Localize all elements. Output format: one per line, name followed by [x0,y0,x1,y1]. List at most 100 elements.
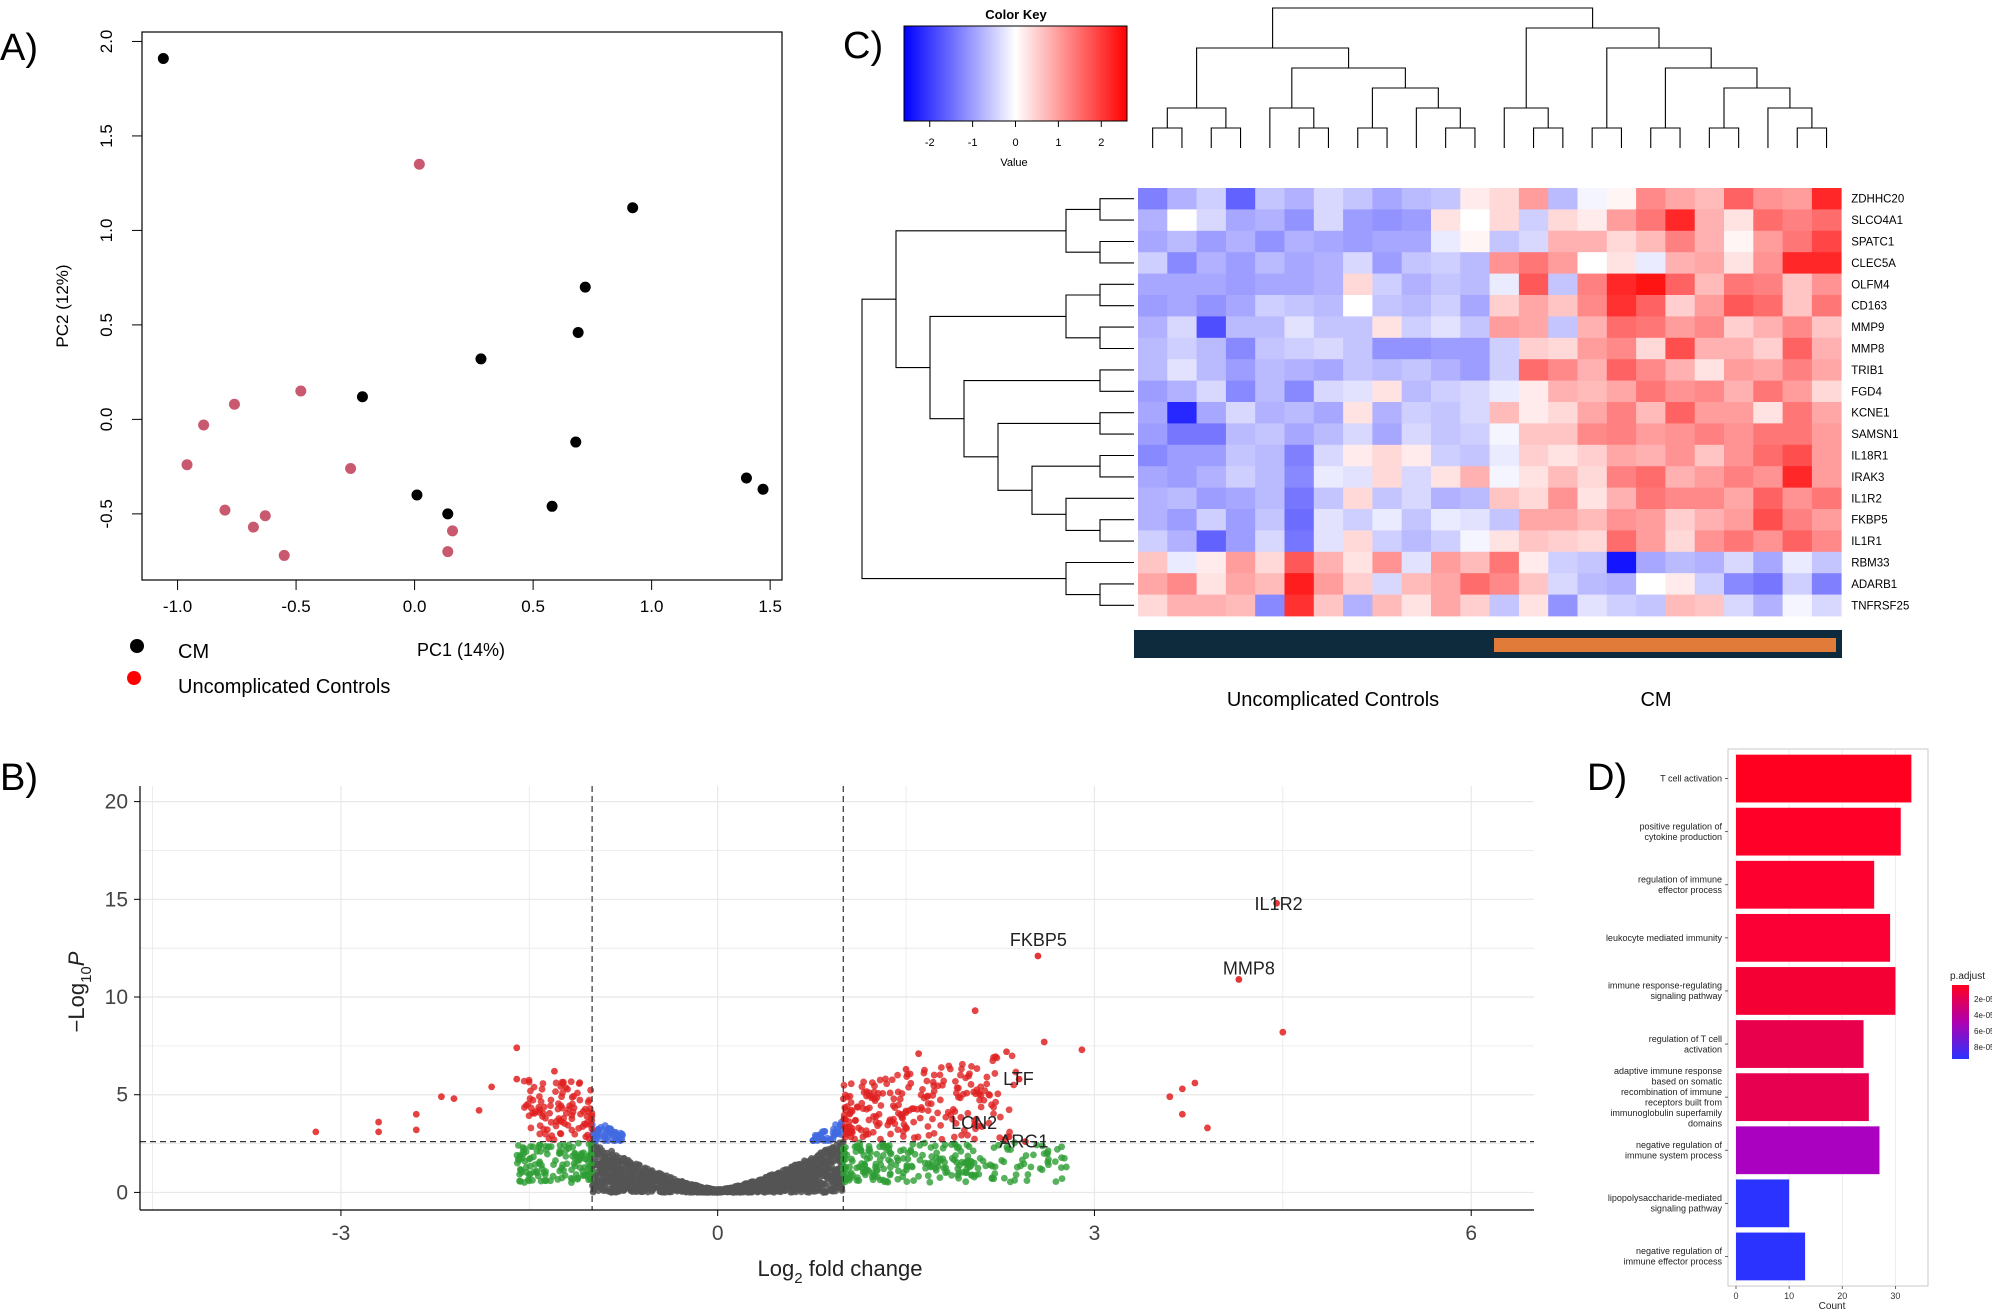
heatmap-cell [1255,509,1285,531]
panel-d-xlabel: Count [1819,1301,1846,1311]
volcano-point [990,1144,998,1152]
heatmap-cell [1313,402,1344,424]
volcano-point [1040,1038,1048,1046]
volcano-point [1058,1175,1066,1183]
heatmap-cell [1401,337,1432,360]
heatmap-cell [1343,188,1373,210]
volcano-point [1008,1052,1016,1060]
heatmap-cell [1343,509,1373,531]
heatmap-row-label: SLCO4A1 [1851,215,1903,227]
volcano-point [937,1064,945,1071]
heatmap-cell [1724,444,1754,467]
panel-d-x-tick-label: 0 [1733,1291,1738,1301]
volcano-point [847,1099,855,1106]
volcano-point [547,1096,555,1104]
heatmap-cell [1255,530,1285,553]
volcano-point [679,1184,686,1192]
volcano-point [438,1093,445,1101]
heatmap-cell [1518,337,1549,360]
heatmap-cell [1577,230,1608,253]
heatmap-cell [1753,444,1783,467]
volcano-point [1005,1106,1013,1114]
heatmap-cell [1313,188,1344,210]
point-cm [546,500,558,512]
heatmap-cell [1372,359,1403,381]
heatmap-cell [1401,273,1432,296]
heatmap-cell [1284,188,1315,210]
heatmap-cell [1577,316,1608,339]
point-uncomplicated-control [413,158,425,170]
volcano-point [529,1096,537,1104]
volcano-point [991,1163,999,1171]
heatmap-cell [1138,273,1168,296]
heatmap-cell [1401,295,1432,317]
volcano-point [552,1088,559,1095]
volcano-point [894,1157,902,1164]
volcano-point [312,1128,320,1136]
panel-a-xlabel: PC1 (14%) [417,640,505,660]
panel-d-category-label: negative regulation of immune effector pr… [1624,1246,1723,1267]
volcano-point [1052,1178,1060,1186]
heatmap-cell [1372,466,1403,488]
volcano-point [983,1080,991,1088]
heatmap-cell [1196,530,1227,553]
volcano-point [535,1093,543,1100]
heatmap-cell [1724,594,1754,617]
panel-a-y-axis: -0.5 0.0 0.5 1.0 1.5 2.0 [97,30,142,529]
heatmap-cell [1811,188,1842,210]
heatmap-cell [1577,252,1608,274]
heatmap-cell [1167,551,1197,574]
volcano-point [888,1076,896,1084]
heatmap-cell [1665,509,1696,531]
point-uncomplicated-control [219,504,231,516]
heatmap-cell [1460,551,1490,574]
volcano-point [826,1158,834,1166]
heatmap-cell [1255,423,1285,446]
volcano-point [872,1118,880,1126]
heatmap-cell [1782,551,1813,574]
heatmap-cell [1460,188,1490,210]
volcano-point [979,1157,987,1165]
heatmap-cell [1753,316,1783,339]
heatmap-cell [1225,209,1256,232]
volcano-point [985,1119,993,1127]
volcano-point [899,1133,907,1140]
volcano-point [547,1102,554,1110]
point-cm [442,508,454,520]
volcano-point [896,1095,904,1103]
heatmap-cell [1372,295,1403,317]
volcano-point [555,1100,562,1108]
volcano-point [873,1150,881,1158]
heatmap-cell [1665,230,1696,253]
volcano-point [907,1146,915,1154]
volcano-point [796,1163,804,1170]
heatmap-cell [1753,273,1783,296]
heatmap-cell [1167,316,1197,339]
volcano-point [632,1188,640,1195]
heatmap-cell [1255,380,1285,403]
volcano-point [513,1075,521,1083]
heatmap-cell [1372,487,1403,510]
heatmap-cell [1167,359,1197,381]
heatmap-cell [1460,380,1490,403]
gene-label: LCN2 [951,1113,997,1133]
heatmap-cell [1196,273,1227,296]
volcano-point [678,1178,686,1186]
volcano-point [955,1084,962,1092]
volcano-point [1036,1165,1044,1172]
heatmap-cell [1753,359,1783,381]
heatmap-cell [1606,359,1637,381]
row-dendrogram-branch [861,298,1066,580]
heatmap-cell [1167,252,1197,274]
volcano-point [564,1085,571,1093]
point-uncomplicated-control [295,385,307,397]
volcano-point [805,1163,812,1171]
heatmap-row-labels: ZDHHC20 SLCO4A1 SPATC1 CLEC5A OLFM4 CD163 MMP9… [1851,194,1909,613]
volcano-point [941,1141,949,1149]
heatmap-cell [1313,273,1344,296]
heatmap-cell [1196,337,1227,360]
heatmap-cell [1401,359,1432,381]
panel-d-x-axis: 0 10 20 30 [1733,1286,1900,1301]
volcano-point [911,1150,919,1158]
volcano-point [750,1186,758,1193]
